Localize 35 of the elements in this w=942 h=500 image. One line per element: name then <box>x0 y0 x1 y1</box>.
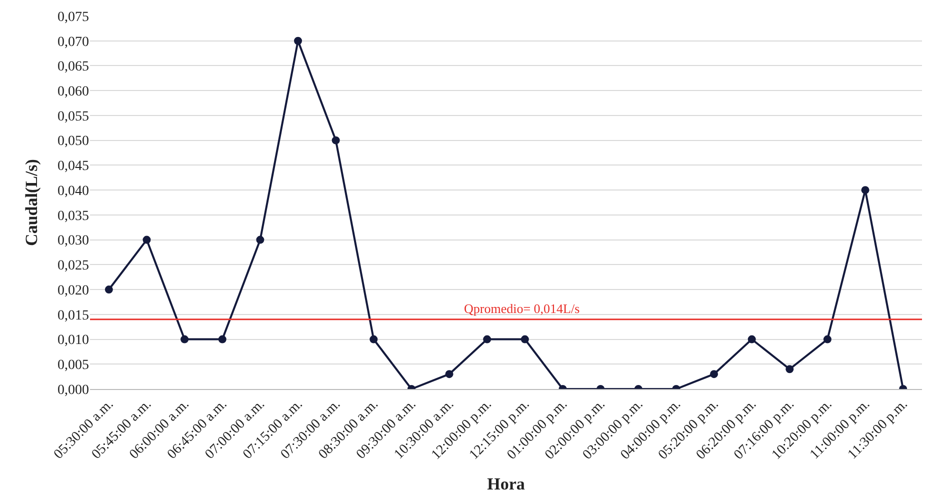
y-tick-label: 0,075 <box>58 10 89 25</box>
point <box>104 286 113 294</box>
point <box>786 365 794 374</box>
y-tick-label: 0,020 <box>58 283 89 298</box>
point <box>142 236 151 244</box>
point <box>483 335 492 344</box>
ref-line-label: Qpromedio= 0,014L/s <box>464 301 580 316</box>
point <box>520 335 529 344</box>
point <box>218 335 226 344</box>
point <box>445 370 454 378</box>
point <box>256 236 264 244</box>
y-tick-label: 0,015 <box>58 308 89 324</box>
point <box>370 335 378 344</box>
y-tick-label: 0,045 <box>58 159 89 174</box>
y-axis-title: Caudal(L/s) <box>22 159 42 246</box>
point <box>710 370 718 378</box>
point <box>823 335 832 344</box>
y-tick-label: 0,065 <box>58 60 89 75</box>
y-tick-label: 0,030 <box>58 234 89 249</box>
point <box>180 335 189 344</box>
x-axis-title: Hora <box>487 474 526 494</box>
point <box>294 36 302 45</box>
y-tick-label: 0,035 <box>58 208 89 224</box>
y-tick-label: 0,050 <box>58 134 89 150</box>
point <box>748 335 756 344</box>
point <box>332 136 340 144</box>
y-tick-label: 0,060 <box>58 84 89 100</box>
point <box>861 186 870 194</box>
y-tick-label: 0,040 <box>58 184 89 199</box>
y-tick-label: 0,010 <box>58 333 89 348</box>
y-tick-label: 0,025 <box>58 258 89 274</box>
y-tick-label: 0,005 <box>58 358 89 374</box>
y-tick-label: 0,070 <box>58 34 89 50</box>
y-tick-label: 0,055 <box>58 109 89 124</box>
y-tick-label: 0,000 <box>58 382 89 398</box>
